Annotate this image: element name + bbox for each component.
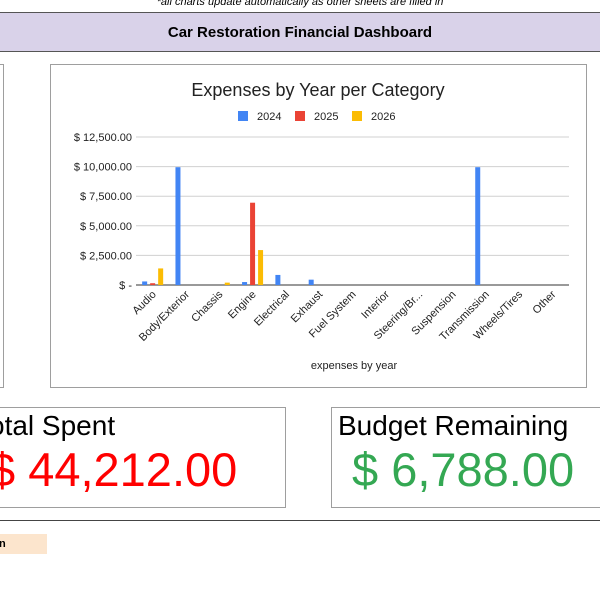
peach-cell[interactable]: n (0, 534, 47, 554)
legend-label-2026: 2026 (371, 111, 395, 123)
legend-swatch-2026 (352, 111, 362, 121)
bar-2026-audio (158, 268, 164, 285)
legend-swatch-2024 (238, 111, 248, 121)
budget-remaining-label: Budget Remaining (338, 410, 569, 441)
y-tick-label: $ 12,500.00 (74, 132, 132, 144)
bar-2026-chassis (224, 282, 230, 285)
bar-2024-transmission (475, 167, 481, 285)
bar-2024-engine (242, 282, 248, 285)
legend-label-2024: 2024 (257, 111, 281, 123)
section-divider (0, 520, 600, 521)
left-chart-panel-edge (0, 64, 4, 388)
bar-2024-exhaust (308, 279, 314, 285)
total-spent-label: otal Spent (0, 410, 116, 441)
legend-swatch-2025 (295, 111, 305, 121)
legend-label-2025: 2025 (314, 111, 338, 123)
x-tick-label: Audio (130, 289, 158, 317)
y-tick-label: $ 2,500.00 (80, 250, 132, 262)
y-tick-label: $ 5,000.00 (80, 221, 132, 233)
x-axis-title: expenses by year (311, 360, 398, 372)
x-tick-label: Engine (226, 289, 259, 322)
budget-remaining-card: Budget Remaining $ 6,788.00 (331, 407, 600, 508)
x-tick-label: Other (531, 288, 559, 316)
expenses-by-year-chart: Expenses by Year per Category 2024 2025 202… (74, 80, 569, 372)
bar-2025-engine (250, 202, 256, 285)
total-spent-card: otal Spent $ 44,212.00 (0, 407, 286, 508)
y-tick-label: $ - (119, 280, 132, 292)
bar-2025-audio (150, 283, 156, 285)
expenses-chart-panel[interactable]: Expenses by Year per Category 2024 2025 202… (50, 64, 587, 388)
bar-2024-audio (142, 281, 148, 285)
dashboard-title-bar: Car Restoration Financial Dashboard (0, 12, 600, 52)
budget-remaining-value: $ 6,788.00 (352, 443, 575, 496)
x-tick-label: Interior (359, 288, 392, 321)
bar-2026-engine (258, 250, 264, 285)
bar-2024-electrical (275, 274, 281, 285)
chart-title: Expenses by Year per Category (191, 80, 444, 100)
y-tick-label: $ 7,500.00 (80, 191, 132, 203)
peach-cell-text: n (0, 538, 6, 550)
x-tick-label: Electrical (252, 289, 292, 329)
y-tick-label: $ 10,000.00 (74, 162, 132, 174)
x-tick-label: Chassis (189, 288, 226, 325)
auto-update-note: *all charts update automatically as othe… (156, 0, 444, 8)
bar-2024-body-exterior (175, 167, 181, 285)
dashboard-title: Car Restoration Financial Dashboard (167, 23, 433, 41)
total-spent-value: $ 44,212.00 (0, 443, 238, 496)
